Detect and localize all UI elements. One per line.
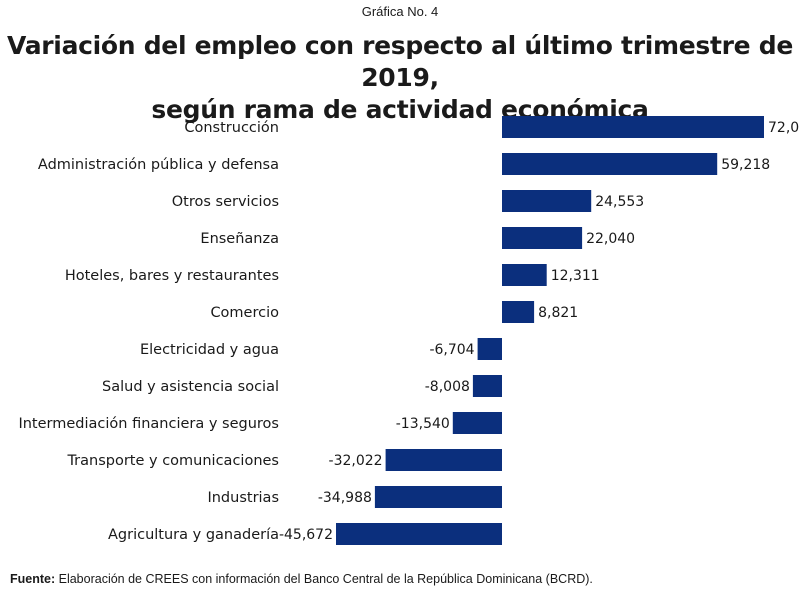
category-label: Hoteles, bares y restaurantes bbox=[65, 268, 279, 284]
data-label: 8,821 bbox=[538, 305, 578, 321]
bar bbox=[502, 153, 718, 175]
category-label: Comercio bbox=[210, 305, 279, 321]
bar bbox=[452, 412, 502, 434]
bar bbox=[336, 523, 502, 545]
category-label: Electricidad y agua bbox=[140, 342, 279, 358]
source-note: Fuente: Elaboración de CREES con informa… bbox=[10, 572, 593, 586]
chart-title: Variación del empleo con respecto al últ… bbox=[0, 30, 800, 126]
data-label: -8,008 bbox=[425, 379, 470, 395]
data-label: -13,540 bbox=[396, 416, 450, 432]
category-label: Administración pública y defensa bbox=[38, 157, 279, 173]
source-label: Fuente: bbox=[10, 572, 56, 586]
category-label: Construcción bbox=[184, 120, 279, 136]
bar bbox=[502, 264, 547, 286]
bar bbox=[374, 486, 502, 508]
bar bbox=[502, 116, 764, 138]
bar bbox=[502, 227, 583, 249]
data-label: -32,022 bbox=[329, 453, 383, 469]
category-label: Agricultura y ganadería bbox=[108, 527, 279, 543]
bar bbox=[502, 301, 535, 323]
data-label: 12,311 bbox=[551, 268, 600, 284]
category-label: Enseñanza bbox=[200, 231, 279, 247]
category-label: Industrias bbox=[207, 490, 279, 506]
data-label: -6,704 bbox=[429, 342, 474, 358]
bar bbox=[477, 338, 502, 360]
category-label: Otros servicios bbox=[172, 194, 279, 210]
data-label: 24,553 bbox=[595, 194, 644, 210]
data-label: -45,672 bbox=[279, 527, 333, 543]
bar bbox=[472, 375, 502, 397]
data-label: 59,218 bbox=[721, 157, 770, 173]
data-label: -34,988 bbox=[318, 490, 372, 506]
data-label: 22,040 bbox=[586, 231, 635, 247]
chart-title-line-1: Variación del empleo con respecto al últ… bbox=[7, 31, 793, 92]
bar bbox=[502, 190, 592, 212]
source-text: Elaboración de CREES con información del… bbox=[55, 572, 593, 586]
category-label: Transporte y comunicaciones bbox=[66, 453, 279, 469]
bar bbox=[385, 449, 502, 471]
figure-label: Gráfica No. 4 bbox=[361, 4, 439, 19]
data-label: 72,096 bbox=[768, 120, 800, 136]
category-label: Intermediación financiera y seguros bbox=[18, 416, 279, 432]
category-label: Salud y asistencia social bbox=[102, 379, 279, 395]
